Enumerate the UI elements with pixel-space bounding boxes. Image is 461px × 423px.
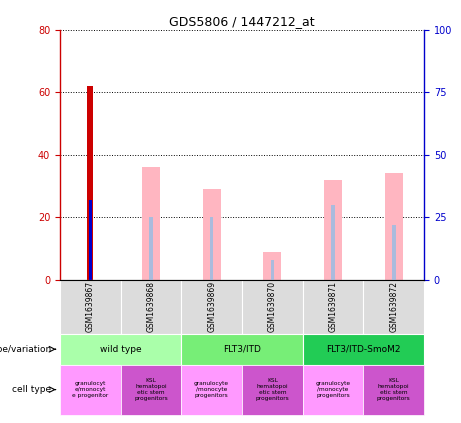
Text: KSL
hematopoi
etic stem
progenitors: KSL hematopoi etic stem progenitors: [134, 379, 168, 401]
Text: cell type: cell type: [12, 385, 52, 394]
Text: GSM1639871: GSM1639871: [329, 281, 337, 332]
Text: granulocyt
e/monocyt
e progenitor: granulocyt e/monocyt e progenitor: [72, 381, 108, 398]
Bar: [149, 217, 153, 280]
Title: GDS5806 / 1447212_at: GDS5806 / 1447212_at: [169, 16, 315, 28]
Text: GSM1639870: GSM1639870: [268, 281, 277, 332]
Bar: [181, 365, 242, 415]
Bar: [303, 365, 363, 415]
Text: GSM1639872: GSM1639872: [389, 281, 398, 332]
Text: GSM1639868: GSM1639868: [147, 281, 155, 332]
Text: granulocyte
/monocyte
progenitors: granulocyte /monocyte progenitors: [315, 381, 351, 398]
Bar: [263, 252, 282, 280]
Text: GSM1639869: GSM1639869: [207, 281, 216, 332]
Bar: [121, 280, 181, 334]
Bar: [303, 280, 363, 334]
Text: KSL
hematopoi
etic stem
progenitors: KSL hematopoi etic stem progenitors: [377, 379, 411, 401]
Bar: [202, 189, 221, 280]
Text: FLT3/ITD-SmoM2: FLT3/ITD-SmoM2: [326, 345, 401, 354]
Bar: [60, 280, 121, 334]
Bar: [324, 180, 342, 280]
Text: FLT3/ITD: FLT3/ITD: [223, 345, 261, 354]
Text: KSL
hematopoi
etic stem
progenitors: KSL hematopoi etic stem progenitors: [255, 379, 289, 401]
Bar: [142, 167, 160, 280]
Bar: [271, 260, 274, 280]
Bar: [89, 200, 92, 280]
Text: GSM1639867: GSM1639867: [86, 281, 95, 332]
Bar: [181, 280, 242, 334]
Bar: [363, 365, 424, 415]
Bar: [210, 217, 213, 280]
Bar: [303, 334, 424, 365]
Bar: [121, 365, 181, 415]
Bar: [87, 86, 93, 280]
Text: genotype/variation: genotype/variation: [0, 345, 52, 354]
Bar: [331, 205, 335, 280]
Bar: [363, 280, 424, 334]
Bar: [242, 280, 303, 334]
Text: granulocyte
/monocyte
progenitors: granulocyte /monocyte progenitors: [194, 381, 229, 398]
Bar: [242, 365, 303, 415]
Bar: [384, 173, 403, 280]
Bar: [181, 334, 303, 365]
Text: wild type: wild type: [100, 345, 142, 354]
Bar: [392, 225, 396, 280]
Bar: [60, 334, 181, 365]
Bar: [60, 365, 121, 415]
